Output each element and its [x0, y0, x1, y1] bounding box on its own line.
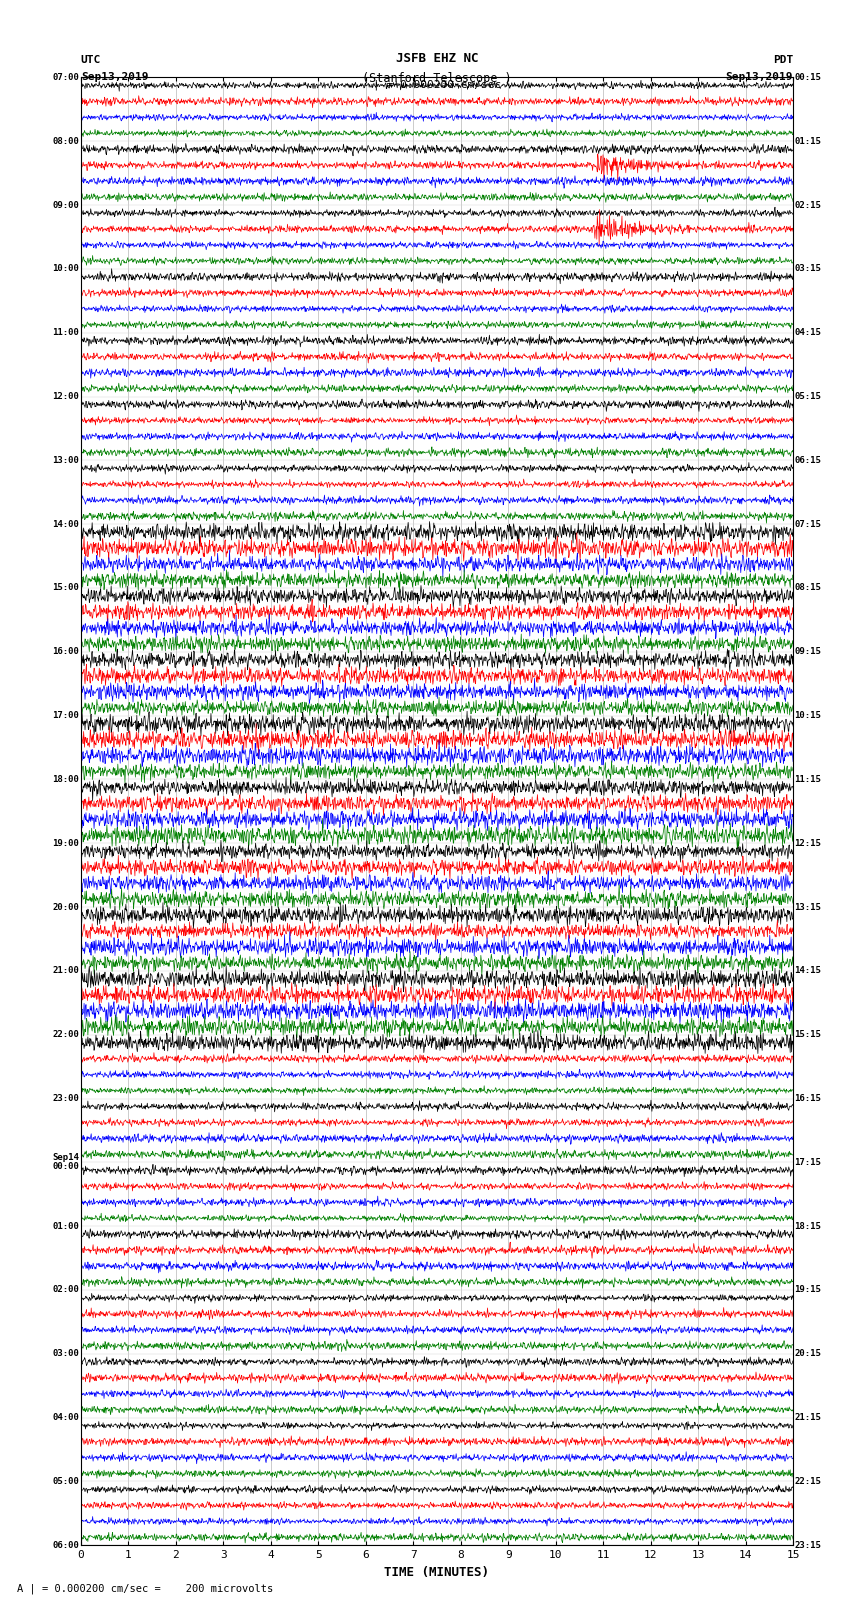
Text: 04:15: 04:15 [795, 327, 821, 337]
Text: 14:15: 14:15 [795, 966, 821, 976]
Text: 02:15: 02:15 [795, 200, 821, 210]
Text: 17:15: 17:15 [795, 1158, 821, 1166]
Text: Sep13,2019: Sep13,2019 [81, 71, 148, 82]
Text: 11:00: 11:00 [53, 327, 79, 337]
Text: 11:15: 11:15 [795, 774, 821, 784]
Text: 01:00: 01:00 [53, 1221, 79, 1231]
Text: PDT: PDT [773, 55, 793, 65]
Text: 18:15: 18:15 [795, 1221, 821, 1231]
Text: 18:00: 18:00 [53, 774, 79, 784]
Text: UTC: UTC [81, 55, 101, 65]
Text: 09:15: 09:15 [795, 647, 821, 656]
Text: 05:15: 05:15 [795, 392, 821, 402]
Text: 10:15: 10:15 [795, 711, 821, 719]
Text: 14:00: 14:00 [53, 519, 79, 529]
Text: 00:15: 00:15 [795, 73, 821, 82]
Text: 09:00: 09:00 [53, 200, 79, 210]
Text: 07:15: 07:15 [795, 519, 821, 529]
Text: 21:15: 21:15 [795, 1413, 821, 1423]
Text: 05:00: 05:00 [53, 1478, 79, 1486]
Text: 19:00: 19:00 [53, 839, 79, 848]
Text: 13:15: 13:15 [795, 903, 821, 911]
Text: (Stanford Telescope ): (Stanford Telescope ) [362, 71, 512, 85]
Text: 10:00: 10:00 [53, 265, 79, 273]
Text: 06:15: 06:15 [795, 456, 821, 465]
Text: A | = 0.000200 cm/sec =    200 microvolts: A | = 0.000200 cm/sec = 200 microvolts [17, 1582, 273, 1594]
Text: 02:00: 02:00 [53, 1286, 79, 1295]
Text: 12:15: 12:15 [795, 839, 821, 848]
Text: 16:15: 16:15 [795, 1094, 821, 1103]
Text: 22:15: 22:15 [795, 1478, 821, 1486]
Text: 08:00: 08:00 [53, 137, 79, 145]
Text: Sep14: Sep14 [53, 1153, 79, 1163]
X-axis label: TIME (MINUTES): TIME (MINUTES) [384, 1566, 490, 1579]
Text: 21:00: 21:00 [53, 966, 79, 976]
Text: 15:15: 15:15 [795, 1031, 821, 1039]
Text: 13:00: 13:00 [53, 456, 79, 465]
Text: 20:15: 20:15 [795, 1350, 821, 1358]
Text: 15:00: 15:00 [53, 584, 79, 592]
Text: 00:00: 00:00 [53, 1163, 79, 1171]
Text: 16:00: 16:00 [53, 647, 79, 656]
Text: | = 0.000200 cm/sec: | = 0.000200 cm/sec [373, 79, 501, 90]
Text: 19:15: 19:15 [795, 1286, 821, 1295]
Text: JSFB EHZ NC: JSFB EHZ NC [395, 52, 479, 65]
Text: 04:00: 04:00 [53, 1413, 79, 1423]
Text: 17:00: 17:00 [53, 711, 79, 719]
Text: 22:00: 22:00 [53, 1031, 79, 1039]
Text: 03:00: 03:00 [53, 1350, 79, 1358]
Text: 20:00: 20:00 [53, 903, 79, 911]
Text: 23:15: 23:15 [795, 1540, 821, 1550]
Text: 06:00: 06:00 [53, 1540, 79, 1550]
Text: 01:15: 01:15 [795, 137, 821, 145]
Text: 12:00: 12:00 [53, 392, 79, 402]
Text: 07:00: 07:00 [53, 73, 79, 82]
Text: 23:00: 23:00 [53, 1094, 79, 1103]
Text: 08:15: 08:15 [795, 584, 821, 592]
Text: 03:15: 03:15 [795, 265, 821, 273]
Text: Sep13,2019: Sep13,2019 [726, 71, 793, 82]
